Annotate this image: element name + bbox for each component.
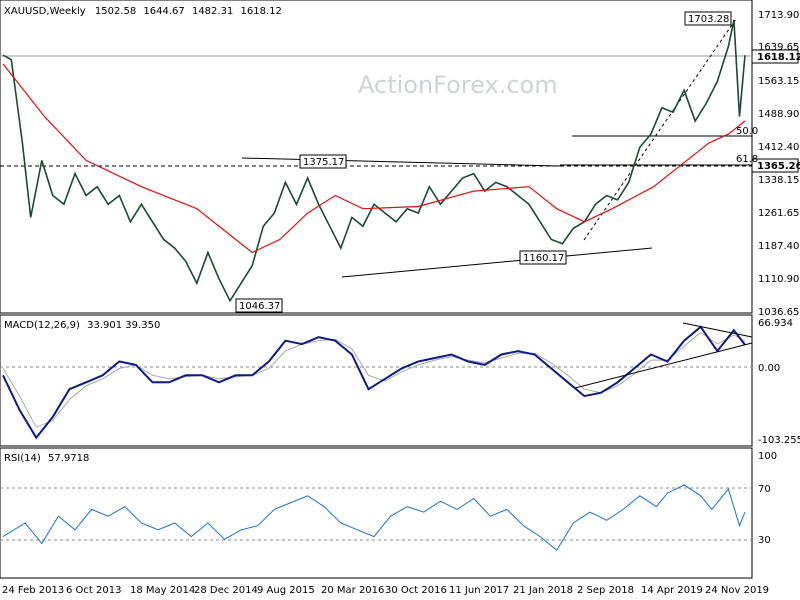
x-tick: 24 Feb 2013 bbox=[2, 585, 64, 596]
macd-lower-trendline bbox=[574, 342, 753, 389]
price-y-tick: 1036.65 bbox=[758, 307, 799, 318]
ohlc-open: 1502.58 bbox=[95, 6, 136, 17]
annot-1375: 1375.17 bbox=[303, 157, 344, 168]
annot-box-1046 bbox=[235, 298, 283, 313]
macd-panel bbox=[0, 314, 753, 447]
rsi-y-tick: 100 bbox=[758, 451, 777, 462]
macd-y-tick: 0.00 bbox=[758, 363, 780, 374]
x-tick: 11 Jun 2017 bbox=[449, 585, 509, 596]
macd-values: 33.901 39.350 bbox=[87, 320, 160, 331]
price-panel bbox=[0, 0, 753, 314]
watermark: ActionForex.com bbox=[358, 71, 558, 99]
price-y-tick: 1187.40 bbox=[758, 241, 799, 252]
x-tick: 24 Nov 2019 bbox=[705, 585, 769, 596]
annot-1160: 1160.17 bbox=[523, 253, 564, 264]
macd-y-tick: 66.934 bbox=[758, 318, 793, 329]
x-axis: 24 Feb 2013 6 Oct 2013 18 May 2014 28 De… bbox=[2, 585, 769, 596]
price-y-axis: 1713.90 1639.65 1563.15 1488.90 1412.40 … bbox=[758, 10, 799, 318]
price-series bbox=[2, 19, 746, 303]
annot-1046: 1046.37 bbox=[239, 301, 280, 312]
price-y-tick: 1412.40 bbox=[758, 142, 799, 153]
moving-average-series bbox=[2, 63, 746, 254]
rsi-indicator: RSI(14) bbox=[4, 453, 41, 464]
price-y-tick: 1639.65 bbox=[758, 42, 799, 53]
macd-y-tick: -103.255 bbox=[758, 435, 800, 446]
macd-header: MACD(12,26,9) 33.901 39.350 bbox=[4, 320, 160, 331]
annot-box-1375 bbox=[299, 154, 347, 169]
price-y-tick: 1713.90 bbox=[758, 10, 799, 21]
rsi-y-tick: 30 bbox=[758, 535, 771, 546]
support-trendline bbox=[341, 247, 653, 278]
current-price-label: 1618.12 bbox=[757, 52, 800, 63]
price-header: XAUUSD,Weekly 1502.58 1644.67 1482.31 16… bbox=[4, 6, 282, 17]
price-y-tick: 1488.90 bbox=[758, 109, 799, 120]
x-tick: 21 Jan 2018 bbox=[513, 585, 573, 596]
annot-1703: 1703.28 bbox=[688, 14, 729, 25]
fib-projection-line bbox=[583, 18, 737, 241]
x-tick: 30 Oct 2016 bbox=[385, 585, 447, 596]
x-tick: 28 Dec 2014 bbox=[194, 585, 258, 596]
ohlc-close: 1618.12 bbox=[241, 6, 282, 17]
price-y-tick: 1110.90 bbox=[758, 274, 799, 285]
x-tick: 20 Mar 2016 bbox=[321, 585, 384, 596]
ohlc-low: 1482.31 bbox=[192, 6, 233, 17]
price-y-tick: 1563.15 bbox=[758, 76, 799, 87]
x-tick: 14 Apr 2019 bbox=[641, 585, 703, 596]
fib-50-label: 50.0 bbox=[736, 126, 758, 137]
ohlc-high: 1644.67 bbox=[143, 6, 184, 17]
timeframe: Weekly bbox=[50, 6, 86, 17]
price-y-tick: 1261.65 bbox=[758, 208, 799, 219]
rsi-panel bbox=[0, 447, 753, 579]
x-tick: 18 May 2014 bbox=[130, 585, 195, 596]
x-tick: 2 Sep 2018 bbox=[577, 585, 634, 596]
rsi-y-tick: 70 bbox=[758, 484, 771, 495]
resistance-trendline bbox=[241, 157, 561, 167]
rsi-header: RSI(14) 57.9718 bbox=[4, 453, 89, 464]
annot-box-1703 bbox=[684, 11, 732, 26]
macd-indicator: MACD(12,26,9) bbox=[4, 320, 80, 331]
x-tick: 9 Aug 2015 bbox=[257, 585, 315, 596]
annot-box-1160 bbox=[519, 250, 567, 265]
macd-upper-trendline bbox=[682, 322, 753, 338]
fib-618-label: 61.8 bbox=[736, 154, 758, 165]
macd-series bbox=[2, 325, 746, 440]
rsi-value: 57.9718 bbox=[48, 453, 89, 464]
hline-price-label: 1365.26 bbox=[757, 161, 800, 172]
rsi-series bbox=[2, 484, 746, 551]
x-tick: 6 Oct 2013 bbox=[66, 585, 121, 596]
symbol: XAUUSD bbox=[4, 6, 47, 17]
price-y-tick: 1338.15 bbox=[758, 175, 799, 186]
macd-signal-series bbox=[2, 331, 746, 428]
